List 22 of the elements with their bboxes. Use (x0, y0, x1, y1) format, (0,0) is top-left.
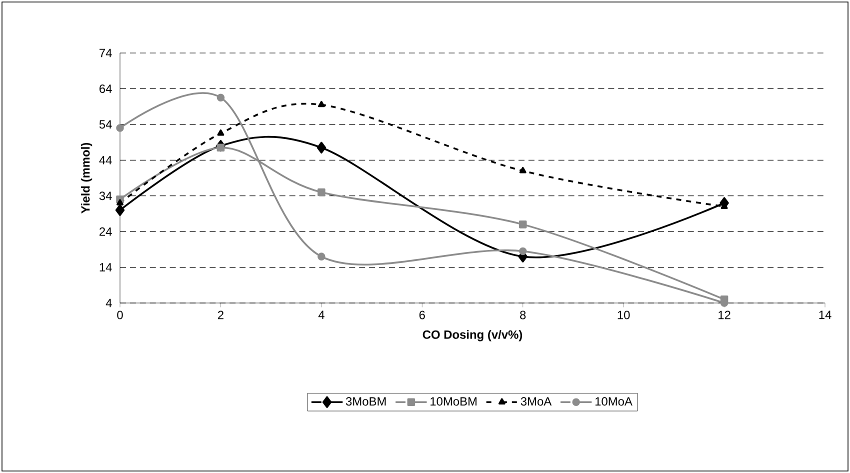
y-tick-label: 64 (100, 84, 112, 93)
y-tick-label: 14 (100, 263, 112, 272)
x-tick-label: 4 (318, 310, 324, 319)
y-tick-label: 24 (100, 227, 112, 236)
x-tick-label: 8 (520, 310, 526, 320)
y-tick-label: 44 (99, 156, 112, 164)
x-tick-label: 2 (218, 310, 224, 320)
y-tick-label: 74 (100, 48, 112, 58)
y-tick-label: 54 (99, 120, 112, 129)
legend-label: 10MoBM (430, 397, 476, 406)
y-axis-title: Yield (mmol) (80, 142, 92, 214)
x-tick-label: 14 (819, 310, 832, 319)
legend-label: 3MoBM (346, 397, 386, 406)
y-tick-label: 34 (99, 192, 112, 200)
x-tick-label: 12 (718, 310, 730, 320)
legend-label: 10MoA (595, 397, 632, 406)
x-tick-label: 10 (618, 310, 630, 320)
y-tick-label: 4 (106, 298, 112, 308)
x-tick-label: 0 (117, 310, 123, 320)
legend-label: 3MoA (520, 397, 552, 406)
x-axis-title: CO Dosing (v/v%) (422, 330, 522, 342)
x-tick-label: 6 (419, 310, 425, 320)
